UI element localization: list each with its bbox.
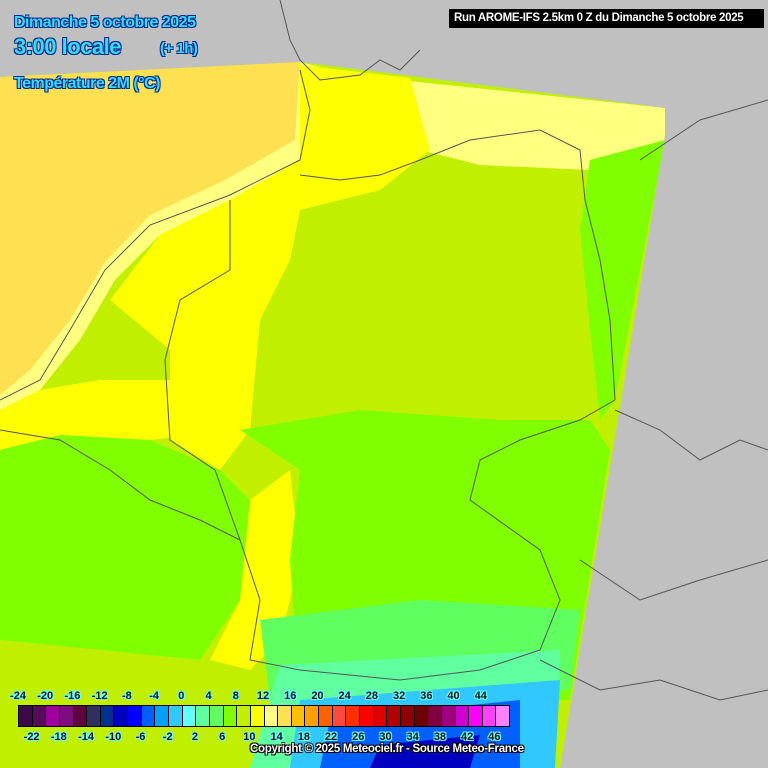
legend-swatch xyxy=(496,706,510,726)
legend-label: 38 xyxy=(433,731,447,743)
legend-label: 30 xyxy=(379,731,392,743)
legend-swatch xyxy=(305,706,320,726)
legend-label: -20 xyxy=(37,690,54,702)
legend-label: 12 xyxy=(256,690,270,702)
legend-swatch xyxy=(455,706,470,726)
legend-swatch xyxy=(291,706,306,726)
legend-swatch xyxy=(237,706,251,726)
legend-swatch xyxy=(373,706,388,726)
legend-swatch xyxy=(46,706,60,726)
legend-swatch xyxy=(114,706,129,726)
legend-swatch xyxy=(400,706,415,726)
cool-east xyxy=(580,140,665,420)
legend-label: 32 xyxy=(392,690,406,702)
legend-label: 22 xyxy=(324,731,338,743)
forecast-time: 3:00 locale xyxy=(14,34,122,59)
legend-swatch xyxy=(141,706,156,726)
legend-label: -24 xyxy=(10,690,26,702)
legend-label: 42 xyxy=(461,731,474,743)
legend-label: 16 xyxy=(284,690,297,702)
legend-label: 46 xyxy=(488,731,501,743)
legend-swatch xyxy=(100,706,115,726)
legend-swatch xyxy=(332,706,347,726)
legend-swatch xyxy=(128,706,142,726)
legend-label: -14 xyxy=(78,731,94,743)
warm-west xyxy=(110,200,300,470)
legend-label: 10 xyxy=(243,731,256,743)
legend-label: 14 xyxy=(270,731,283,743)
legend-label: -10 xyxy=(105,731,122,743)
legend-swatch xyxy=(32,706,47,726)
warm-north xyxy=(230,65,430,210)
legend-label: 2 xyxy=(191,731,198,743)
legend-swatch xyxy=(250,706,265,726)
copyright: Copyright © 2025 Meteociel.fr - Source M… xyxy=(250,743,524,755)
legend-swatch xyxy=(59,706,74,726)
legend-label: 40 xyxy=(447,690,460,702)
legend-label: 24 xyxy=(338,690,351,702)
legend-swatch xyxy=(346,706,361,726)
legend-label: -6 xyxy=(135,731,146,743)
legend-label: -8 xyxy=(121,690,132,702)
legend-swatch xyxy=(278,706,292,726)
warm-west-2 xyxy=(0,380,240,450)
legend-swatch xyxy=(196,706,210,726)
legend-label: 20 xyxy=(311,690,324,702)
legend-swatch xyxy=(73,706,88,726)
legend-label: -16 xyxy=(64,690,81,702)
legend-label: 28 xyxy=(365,690,378,702)
legend-swatch xyxy=(469,706,483,726)
legend-swatch xyxy=(414,706,429,726)
north-coast-band xyxy=(400,80,665,170)
legend-swatch xyxy=(360,706,374,726)
coastal-band xyxy=(0,62,330,410)
cool-southwest xyxy=(0,435,250,660)
legend-label: -18 xyxy=(50,731,67,743)
legend-swatch xyxy=(428,706,442,726)
legend-swatch xyxy=(19,706,33,726)
legend-label: -4 xyxy=(149,690,159,702)
legend-label: 8 xyxy=(232,690,239,702)
legend-label: 36 xyxy=(420,690,433,702)
legend-swatch xyxy=(482,706,497,726)
legend-label: 18 xyxy=(297,731,310,743)
country-borders xyxy=(0,0,768,701)
legend-swatch xyxy=(209,706,224,726)
legend-label: 4 xyxy=(205,690,212,702)
legend-swatch xyxy=(155,706,170,726)
legend-label: 26 xyxy=(352,731,365,743)
legend-label: 44 xyxy=(474,690,487,702)
legend-label: 6 xyxy=(219,731,226,743)
legend-swatch xyxy=(319,706,333,726)
legend-swatch xyxy=(387,706,401,726)
forecast-date: Dimanche 5 octobre 2025 xyxy=(14,14,196,31)
color-scale-legend xyxy=(18,705,510,727)
legend-swatch xyxy=(182,706,197,726)
legend-swatch xyxy=(264,706,279,726)
run-info: Run AROME-IFS 2.5km 0 Z du Dimanche 5 oc… xyxy=(449,9,764,28)
legend-swatch xyxy=(169,706,183,726)
peak-alps xyxy=(370,735,480,768)
legend-label: 34 xyxy=(406,731,419,743)
legend-swatch xyxy=(87,706,101,726)
parameter-title: Température 2M (°C) xyxy=(14,75,160,92)
legend-label: -12 xyxy=(91,690,108,702)
legend-swatch xyxy=(441,706,456,726)
legend-label: -2 xyxy=(162,731,173,743)
legend-label: 0 xyxy=(178,690,185,702)
forecast-offset: (+ 1h) xyxy=(160,40,198,57)
legend-label: -22 xyxy=(23,731,40,743)
legend-swatch xyxy=(223,706,238,726)
